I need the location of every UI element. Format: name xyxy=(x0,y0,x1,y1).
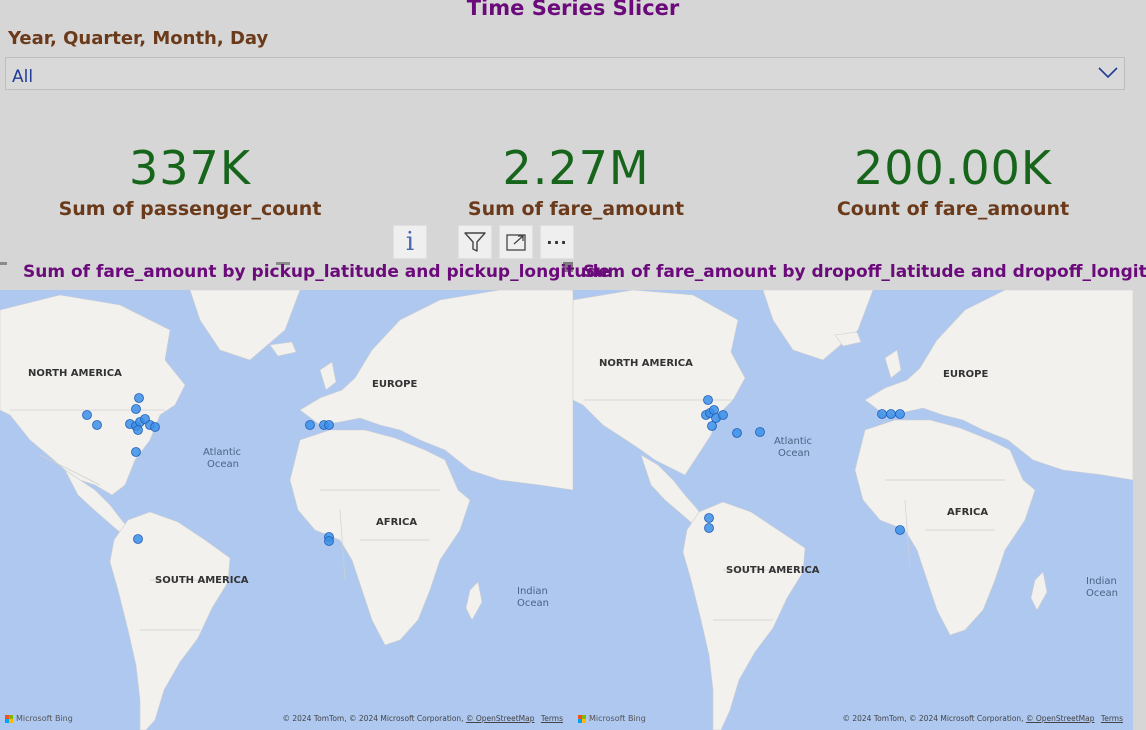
card-label: Count of fare_amount xyxy=(836,198,1070,220)
map-attribution: © 2024 TomTom, © 2024 Microsoft Corporat… xyxy=(842,714,1123,723)
label-ocean: Ocean xyxy=(207,459,239,470)
slicer-label: Year, Quarter, Month, Day xyxy=(8,28,269,49)
terms-link[interactable]: Terms xyxy=(540,714,563,723)
data-bubbles[interactable] xyxy=(82,393,334,546)
filter-icon xyxy=(464,232,486,252)
resize-handle[interactable] xyxy=(0,262,7,265)
resize-handle[interactable] xyxy=(563,262,573,272)
attribution-text: © 2024 TomTom, © 2024 Microsoft Corporat… xyxy=(842,714,1024,723)
bing-label: Microsoft Bing xyxy=(589,714,646,723)
card-value: 200.00K xyxy=(853,141,1053,195)
slicer-dropdown[interactable]: All xyxy=(5,57,1125,90)
world-map: NORTH AMERICA EUROPE Atlantic Ocean AFRI… xyxy=(573,290,1133,730)
card-fare-count: 200.00K Count of fare_amount xyxy=(763,140,1143,220)
label-atlantic: Atlantic xyxy=(774,436,812,447)
osm-link[interactable]: © OpenStreetMap xyxy=(465,714,535,723)
bing-label: Microsoft Bing xyxy=(16,714,73,723)
card-label: Sum of fare_amount xyxy=(467,198,685,220)
map-attribution: © 2024 TomTom, © 2024 Microsoft Corporat… xyxy=(282,714,563,723)
world-map: NORTH AMERICA EUROPE Atlantic Ocean AFRI… xyxy=(0,290,573,730)
attribution-text: © 2024 TomTom, © 2024 Microsoft Corporat… xyxy=(282,714,464,723)
slicer-value: All xyxy=(12,67,34,87)
card-value: 2.27M xyxy=(502,141,650,195)
map-title-dropoff: Sum of fare_amount by dropoff_latitude a… xyxy=(583,262,1146,282)
label-europe: EUROPE xyxy=(372,379,417,390)
data-bubbles[interactable] xyxy=(701,395,905,535)
label-indian: Indian xyxy=(517,586,548,597)
focus-mode-icon xyxy=(506,234,526,251)
label-africa: AFRICA xyxy=(947,507,988,518)
card-passenger-count: 337K Sum of passenger_count xyxy=(0,140,380,220)
bing-logo: Microsoft Bing xyxy=(578,714,646,723)
resize-handle[interactable] xyxy=(276,262,290,265)
slicer-title: Time Series Slicer xyxy=(466,0,680,20)
label-south-america: SOUTH AMERICA xyxy=(726,565,820,576)
label-ocean: Ocean xyxy=(778,448,810,459)
label-indian-ocean: Ocean xyxy=(517,598,549,609)
bing-logo: Microsoft Bing xyxy=(5,714,73,723)
map-pickup[interactable]: NORTH AMERICA EUROPE Atlantic Ocean AFRI… xyxy=(0,290,573,730)
map-title-pickup: Sum of fare_amount by pickup_latitude an… xyxy=(23,262,611,282)
more-options-icon: ··· xyxy=(546,232,568,252)
osm-link[interactable]: © OpenStreetMap xyxy=(1025,714,1095,723)
info-icon: i xyxy=(405,227,415,257)
info-button[interactable]: i xyxy=(393,225,427,259)
more-options-button[interactable]: ··· xyxy=(540,225,574,259)
card-value: 337K xyxy=(129,141,251,195)
focus-mode-button[interactable] xyxy=(499,225,533,259)
terms-link[interactable]: Terms xyxy=(1100,714,1123,723)
label-africa: AFRICA xyxy=(376,517,417,528)
map-dropoff[interactable]: NORTH AMERICA EUROPE Atlantic Ocean AFRI… xyxy=(573,290,1133,730)
label-indian-ocean: Ocean xyxy=(1086,588,1118,599)
label-atlantic: Atlantic xyxy=(203,447,241,458)
label-indian: Indian xyxy=(1086,576,1117,587)
card-fare-sum: 2.27M Sum of fare_amount xyxy=(386,140,766,220)
label-north-america: NORTH AMERICA xyxy=(599,358,693,369)
chevron-down-icon[interactable] xyxy=(1098,67,1118,79)
label-south-america: SOUTH AMERICA xyxy=(155,575,249,586)
label-north-america: NORTH AMERICA xyxy=(28,368,122,379)
filter-button[interactable] xyxy=(458,225,492,259)
label-europe: EUROPE xyxy=(943,369,988,380)
card-label: Sum of passenger_count xyxy=(58,198,322,220)
